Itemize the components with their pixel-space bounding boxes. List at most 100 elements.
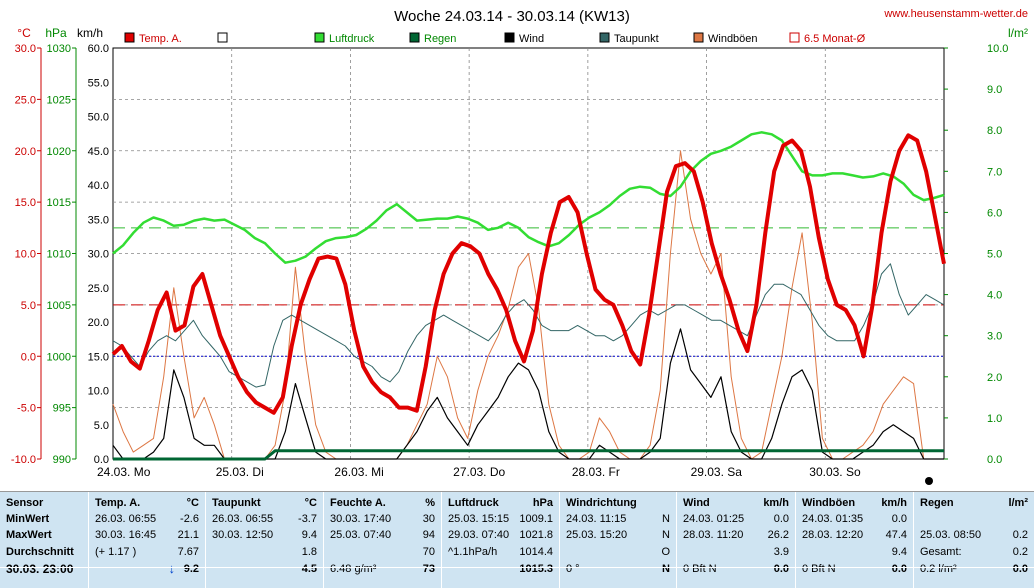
x-day-label: 24.03. Mo	[97, 465, 151, 479]
stats-current-value: 4.5	[301, 563, 317, 575]
wind-tick-label: 0.0	[94, 454, 109, 466]
pressure-tick-label: 1030	[47, 43, 71, 55]
x-day-label: 29.03. Sa	[691, 465, 743, 479]
stats-current-value: 0.0	[1012, 563, 1028, 575]
wind-tick-label: 55.0	[88, 77, 109, 89]
stats-min-value: -2.6	[180, 513, 199, 525]
stats-max-value: N	[662, 529, 670, 541]
stats-column-unit: l/m²	[1008, 497, 1028, 509]
chart-title: Woche 24.03.14 - 30.03.14 (KW13)	[394, 8, 630, 25]
legend-label: Luftdruck	[329, 33, 375, 45]
legend-label: 6.5 Monat-Ø	[804, 33, 866, 45]
stats-min-date: 30.03. 17:40	[330, 513, 392, 525]
stats-label-column: Sensor MinWert MaxWert Durchschnitt 30.0…	[0, 492, 88, 588]
stats-column-unit: km/h	[881, 497, 907, 509]
legend-swatch	[409, 32, 420, 43]
wind-tick-label: 45.0	[88, 146, 109, 158]
temp-tick-label: 5.0	[21, 300, 36, 312]
stats-max-date: 30.03. 16:45	[95, 529, 157, 541]
stats-column-unit: °C	[304, 497, 317, 509]
stats-column-unit: %	[425, 497, 435, 509]
stats-separator	[0, 567, 1034, 568]
stats-max-date: 25.03. 07:40	[330, 529, 392, 541]
chart-legend: Temp. A. Luftdruck Regen Wind Taupunkt Windbö…	[124, 32, 866, 45]
stats-column-title: Regen	[920, 497, 954, 509]
x-day-label: 28.03. Fr	[572, 465, 620, 479]
weather-chart: Woche 24.03.14 - 30.03.14 (KW13) www.heu…	[11, 8, 1028, 485]
wind-tick-label: 35.0	[88, 214, 109, 226]
pressure-tick-label: 995	[53, 403, 71, 415]
wind-tick-label: 30.0	[88, 249, 109, 261]
stats-current-note: 6.48 g/m³	[330, 563, 377, 575]
stats-current-value: 9.2	[183, 563, 199, 575]
stats-current-note: 0 Bft N	[683, 563, 717, 575]
chart-grid	[112, 47, 945, 460]
stats-column-unit: °C	[186, 497, 199, 509]
stats-column-title: Wind	[683, 497, 710, 509]
stats-current-note: 0.2 l/m²	[920, 563, 957, 575]
current-marker	[925, 477, 933, 485]
wind-unit-label: km/h	[77, 26, 103, 40]
temp-tick-label: 15.0	[15, 197, 36, 209]
series-line-temp-a	[111, 133, 946, 415]
sensor-header: Sensor	[6, 497, 44, 509]
temp-unit-label: °C	[17, 26, 31, 40]
x-day-label: 25.03. Di	[216, 465, 264, 479]
stats-panel: Sensor MinWert MaxWert Durchschnitt 30.0…	[0, 491, 1034, 588]
stats-current-value: 0.0	[773, 563, 789, 575]
stats-min-value: 1009.1	[519, 513, 553, 525]
stats-max-value: 26.2	[767, 529, 789, 541]
legend-label: Taupunkt	[614, 33, 659, 45]
stats-current-value: 73	[422, 563, 435, 575]
stats-min-date: 24.03. 01:25	[683, 513, 745, 525]
chart-series	[111, 131, 946, 485]
stats-avg-value: 3.9	[773, 546, 789, 558]
legend-label: Wind	[519, 33, 544, 45]
wind-tick-label: 40.0	[88, 180, 109, 192]
legend-label: Temp. A.	[139, 33, 182, 45]
stats-column-title: Windrichtung	[566, 497, 637, 509]
stats-min-value: 0.0	[773, 513, 789, 525]
stats-avg-value: 0.2	[1012, 546, 1028, 558]
pressure-tick-label: 1020	[47, 146, 71, 158]
series-line-regen	[113, 449, 944, 461]
wind-tick-label: 60.0	[88, 43, 109, 55]
stats-avg-value: O	[661, 546, 670, 558]
rain-tick-label: 2.0	[987, 372, 1002, 384]
stats-column-unit: km/h	[763, 497, 789, 509]
stats-max-date: 25.03. 15:20	[566, 529, 628, 541]
stats-min-date: 25.03. 15:15	[448, 513, 510, 525]
pressure-tick-label: 1010	[47, 249, 71, 261]
temp-tick-label: -10.0	[11, 454, 36, 466]
stats-current-value: N	[662, 563, 670, 575]
rain-tick-label: 0.0	[987, 454, 1002, 466]
stats-min-date: 24.03. 01:35	[802, 513, 864, 525]
stats-max-date: 28.03. 12:20	[802, 529, 864, 541]
stats-max-value: 9.4	[301, 529, 317, 541]
site-link[interactable]: www.heusenstamm-wetter.de	[883, 8, 1028, 20]
stats-max-date: 28.03. 11:20	[683, 529, 744, 541]
stats-max-date: 30.03. 12:50	[212, 529, 274, 541]
legend-swatch	[599, 32, 610, 43]
rain-tick-label: 10.0	[987, 43, 1008, 55]
legend-swatch	[124, 32, 135, 43]
chart-axes: 30.0 25.0 20.0 15.0 10.0 5.0 0.0 -5.0 -10.0 1030 1…	[11, 43, 1009, 479]
pressure-tick-label: 1015	[47, 197, 71, 209]
wind-tick-label: 25.0	[88, 283, 109, 295]
stats-min-value: -3.7	[298, 513, 317, 525]
stats-current-value: 1015.3	[519, 563, 553, 575]
stats-max-date: 29.03. 07:40	[448, 529, 510, 541]
stats-column-title: Temp. A.	[95, 497, 141, 509]
stats-column: Regen l/m² 25.03. 08:50 0.2 Gesamt: 0.2 0.2 l/…	[913, 492, 1034, 588]
x-day-label: 27.03. Do	[453, 465, 505, 479]
pressure-tick-label: 1000	[47, 351, 71, 363]
stats-max-date: 25.03. 08:50	[920, 529, 982, 541]
rain-tick-label: 4.0	[987, 290, 1002, 302]
stats-column-title: Windböen	[802, 497, 856, 509]
wind-tick-label: 20.0	[88, 317, 109, 329]
stats-max-value: 0.2	[1012, 529, 1028, 541]
pressure-tick-label: 1005	[47, 300, 71, 312]
stats-column-unit: hPa	[532, 497, 553, 509]
stats-avg-value: 1.8	[301, 546, 317, 558]
temp-tick-label: 20.0	[15, 146, 36, 158]
